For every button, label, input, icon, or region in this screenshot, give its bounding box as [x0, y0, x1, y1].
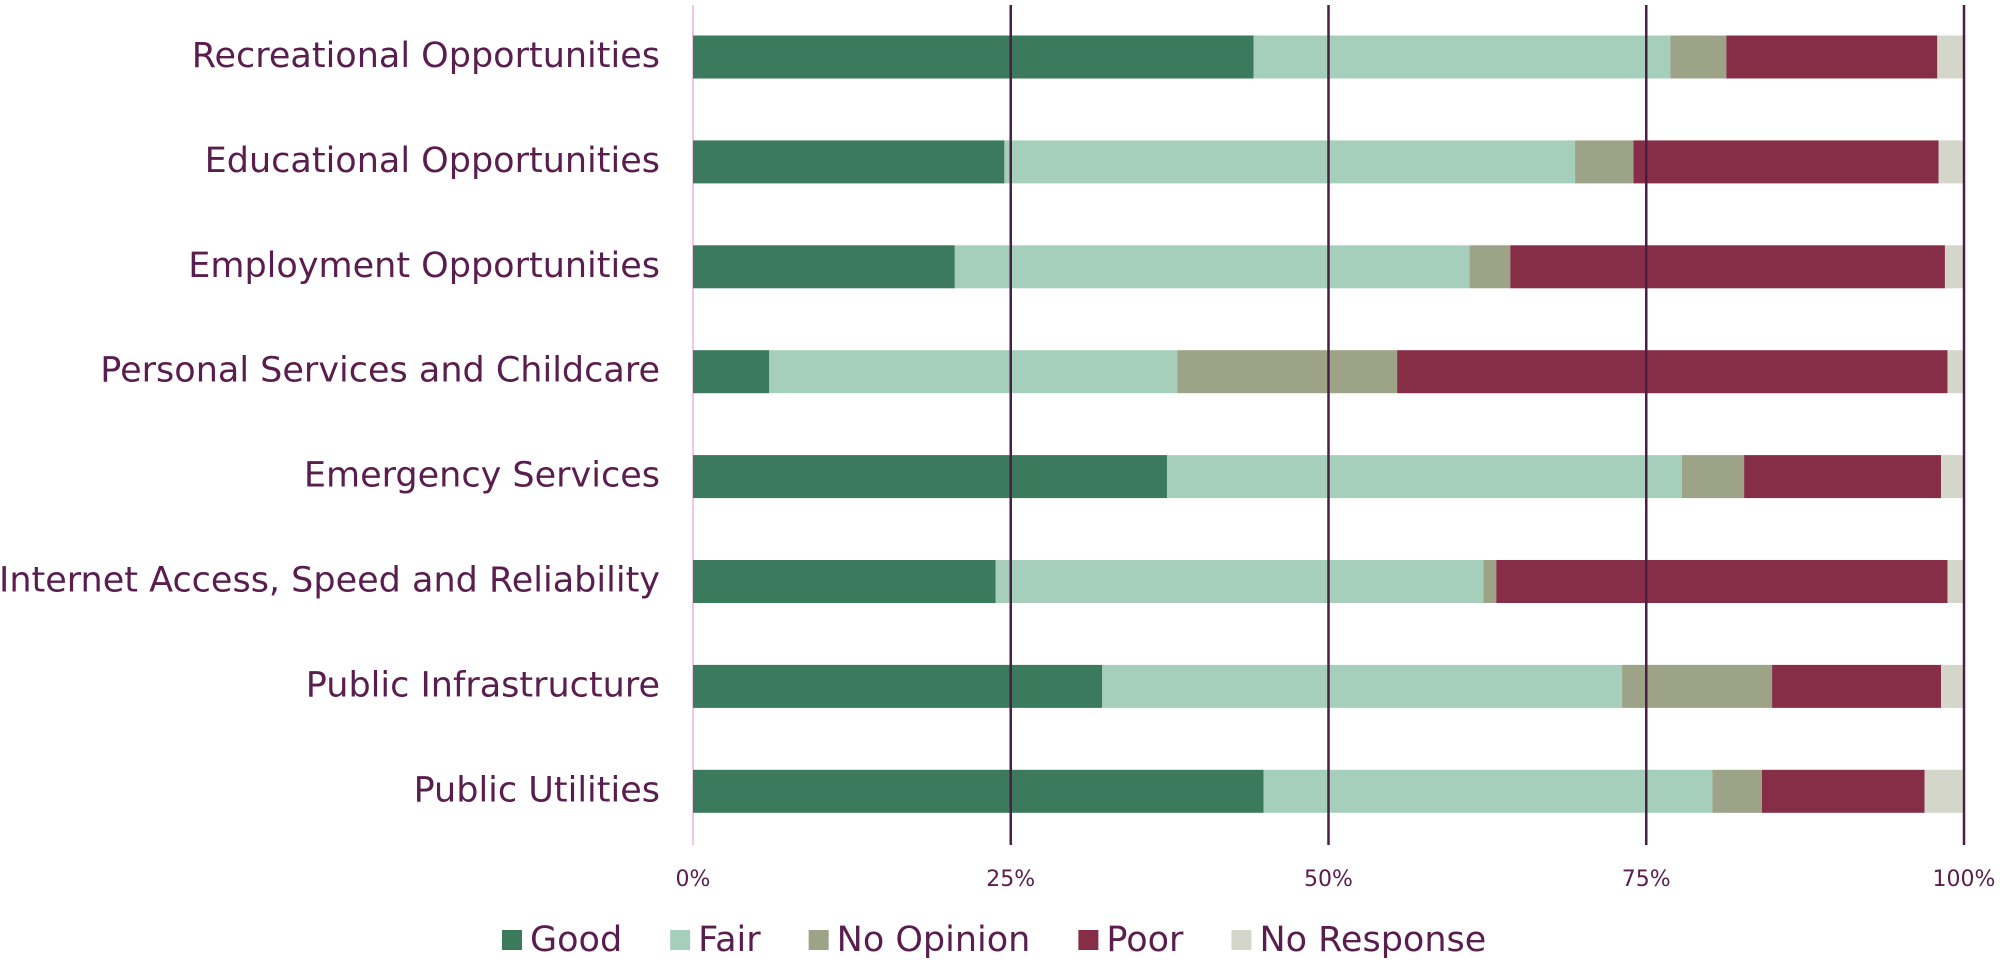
category-label: Personal Services and Childcare	[100, 351, 660, 391]
bar-segment	[693, 350, 770, 394]
x-tick-label: 0%	[676, 867, 711, 892]
bar-segment	[693, 560, 996, 603]
bar-segment	[693, 769, 1264, 813]
bar-segment	[693, 35, 1254, 79]
bar-segment	[693, 664, 1103, 708]
bar-segment	[1937, 35, 1964, 79]
bar-segment	[693, 245, 955, 289]
category-label: Educational Opportunities	[205, 141, 660, 181]
category-label: Public Utilities	[414, 770, 660, 810]
bar-segment	[1397, 350, 1948, 394]
bar-segment	[1670, 35, 1727, 79]
legend-swatch	[502, 930, 522, 950]
bar-segment	[1941, 664, 1964, 708]
bar-segment	[1004, 140, 1576, 184]
legend-label: Poor	[1106, 920, 1184, 960]
bar-segment	[1622, 664, 1773, 708]
bar-segment	[1726, 35, 1938, 79]
bar-segment	[1947, 560, 1964, 603]
x-tick-label: 25%	[986, 867, 1035, 892]
bar-segment	[995, 560, 1484, 603]
bar-segment	[1263, 769, 1713, 813]
legend-label: Fair	[698, 920, 761, 960]
category-label: Emergency Services	[304, 456, 660, 496]
category-label: Recreational Opportunities	[192, 36, 660, 76]
legend-swatch	[1078, 930, 1099, 950]
legend-swatch	[808, 930, 829, 950]
bar-segment	[1253, 35, 1671, 79]
bar-segment	[1177, 350, 1398, 394]
bar-segment	[693, 140, 1005, 184]
bar-segment	[1772, 664, 1942, 708]
category-label: Employment Opportunities	[188, 246, 660, 286]
bar-segment	[1712, 769, 1762, 813]
x-tick-label: 75%	[1622, 867, 1671, 892]
bar-segment	[1167, 455, 1682, 499]
bar-segment	[1947, 350, 1964, 394]
bar-segment	[1944, 245, 1964, 289]
legend-swatch	[670, 930, 691, 950]
bar-segment	[1941, 455, 1964, 499]
bar-segment	[1681, 455, 1745, 499]
legend-label: No Response	[1259, 920, 1486, 960]
bar-segment	[1102, 664, 1623, 708]
bar-segment	[1575, 140, 1634, 184]
bar-segment	[1744, 455, 1942, 499]
bar-segment	[954, 245, 1470, 289]
bar-segment	[1761, 769, 1925, 813]
bar-segment	[1483, 560, 1497, 603]
bar-segment	[693, 455, 1168, 499]
bar-segment	[769, 350, 1178, 394]
bar-segment	[1510, 245, 1945, 289]
bar-segment	[1469, 245, 1511, 289]
legend-label: Good	[530, 920, 622, 960]
legend-swatch	[1231, 930, 1252, 950]
x-tick-label: 100%	[1933, 867, 1996, 892]
category-label: Internet Access, Speed and Reliability	[0, 561, 660, 601]
bar-segment	[1633, 140, 1939, 184]
category-label: Public Infrastructure	[306, 665, 660, 705]
x-tick-label: 50%	[1304, 867, 1353, 892]
bar-segment	[1924, 769, 1963, 813]
legend-label: No Opinion	[837, 920, 1031, 960]
bar-segment	[1496, 560, 1948, 603]
bar-segment	[1938, 140, 1964, 184]
